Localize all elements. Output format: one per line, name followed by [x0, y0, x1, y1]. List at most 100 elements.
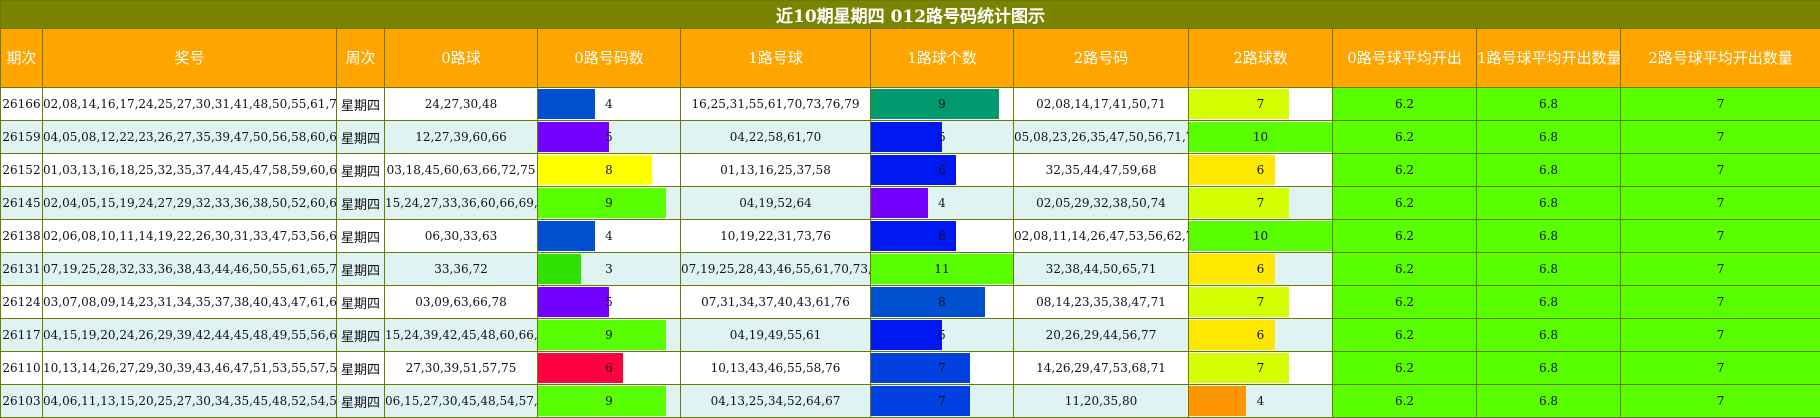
week-cell: 星期四	[337, 154, 385, 187]
road2-count-cell-bar	[1189, 89, 1289, 119]
road0-count-cell: 9	[538, 385, 681, 418]
road1-count-cell-value: 5	[938, 328, 946, 342]
road2-avg-cell: 7	[1621, 286, 1820, 319]
week-cell: 星期四	[337, 352, 385, 385]
road1-count-cell: 8	[871, 286, 1014, 319]
road0-avg-cell: 6.2	[1333, 220, 1477, 253]
road2-count-cell-value: 10	[1253, 229, 1268, 243]
header-road2-avg: 2路号球平均开出数量	[1621, 29, 1820, 88]
road1-avg-cell: 6.8	[1477, 253, 1621, 286]
road1-balls-cell: 04,13,25,34,52,64,67	[681, 385, 871, 418]
road1-avg-cell: 6.8	[1477, 121, 1621, 154]
road1-balls-cell: 10,19,22,31,73,76	[681, 220, 871, 253]
road1-count-cell: 7	[871, 385, 1014, 418]
road1-count-cell-value: 9	[938, 97, 946, 111]
road0-avg-cell: 6.2	[1333, 187, 1477, 220]
header-numbers: 奖号	[43, 29, 337, 88]
road0-count-cell: 8	[538, 154, 681, 187]
road0-count-cell-value: 8	[605, 163, 613, 177]
road0-avg-cell: 6.2	[1333, 319, 1477, 352]
period-cell: 26131	[1, 253, 43, 286]
period-cell: 26152	[1, 154, 43, 187]
road1-count-cell-bar	[871, 89, 999, 119]
road0-count-cell: 6	[538, 352, 681, 385]
week-cell: 星期四	[337, 253, 385, 286]
period-cell: 26124	[1, 286, 43, 319]
road1-balls-cell: 04,19,52,64	[681, 187, 871, 220]
road2-count-cell: 6	[1189, 319, 1333, 352]
road2-balls-cell: 32,38,44,50,65,71	[1014, 253, 1189, 286]
table-title: 近10期星期四 012路号码统计图示	[1, 1, 1820, 29]
road0-avg-cell: 6.2	[1333, 352, 1477, 385]
road0-count-cell-bar	[538, 122, 609, 152]
road2-count-cell-value: 6	[1257, 163, 1265, 177]
road0-count-cell-bar	[538, 188, 666, 218]
road2-count-cell-bar	[1189, 188, 1289, 218]
road2-count-cell: 6	[1189, 154, 1333, 187]
header-road2-balls: 2路号码	[1014, 29, 1189, 88]
road1-avg-cell: 6.8	[1477, 187, 1621, 220]
road1-count-cell-bar	[871, 287, 985, 317]
road1-count-cell: 5	[871, 319, 1014, 352]
road0-count-cell-value: 9	[605, 328, 613, 342]
numbers-cell: 01,03,13,16,18,25,32,35,37,44,45,47,58,5…	[43, 154, 337, 187]
road0-avg-cell: 6.2	[1333, 286, 1477, 319]
road2-count-cell: 7	[1189, 187, 1333, 220]
road0-count-cell-value: 3	[605, 262, 613, 276]
road1-count-cell-bar	[871, 320, 942, 350]
road2-avg-cell: 7	[1621, 187, 1820, 220]
road1-balls-cell: 10,13,43,46,55,58,76	[681, 352, 871, 385]
header-road1-count: 1路球个数	[871, 29, 1014, 88]
road1-count-cell-bar	[871, 122, 942, 152]
road0-count-cell-bar	[538, 320, 666, 350]
numbers-cell: 04,05,08,12,22,23,26,27,35,39,47,50,56,5…	[43, 121, 337, 154]
road2-count-cell-value: 4	[1257, 394, 1265, 408]
road2-balls-cell: 20,26,29,44,56,77	[1014, 319, 1189, 352]
header-road1-balls: 1路号球	[681, 29, 871, 88]
road2-count-cell-value: 7	[1257, 97, 1265, 111]
road2-count-cell-value: 7	[1257, 361, 1265, 375]
road2-count-cell: 10	[1189, 121, 1333, 154]
road0-count-cell: 4	[538, 220, 681, 253]
road1-balls-cell: 16,25,31,55,61,70,73,76,79	[681, 88, 871, 121]
road0-balls-cell: 33,36,72	[385, 253, 538, 286]
header-road0-avg: 0路号球平均开出	[1333, 29, 1477, 88]
numbers-cell: 02,04,05,15,19,24,27,29,32,33,36,38,50,5…	[43, 187, 337, 220]
period-cell: 26138	[1, 220, 43, 253]
road1-count-cell-value: 6	[938, 229, 946, 243]
week-cell: 星期四	[337, 319, 385, 352]
road0-avg-cell: 6.2	[1333, 154, 1477, 187]
road2-balls-cell: 05,08,23,26,35,47,50,56,71,77	[1014, 121, 1189, 154]
road0-count-cell: 5	[538, 286, 681, 319]
road2-avg-cell: 7	[1621, 220, 1820, 253]
period-cell: 26159	[1, 121, 43, 154]
road1-count-cell: 5	[871, 121, 1014, 154]
road0-count-cell-bar	[538, 89, 595, 119]
road2-avg-cell: 7	[1621, 154, 1820, 187]
road1-balls-cell: 04,22,58,61,70	[681, 121, 871, 154]
header-road0-balls: 0路球	[385, 29, 538, 88]
road2-balls-cell: 02,08,11,14,26,47,53,56,62,77	[1014, 220, 1189, 253]
road2-balls-cell: 08,14,23,35,38,47,71	[1014, 286, 1189, 319]
road0-count-cell-bar	[538, 287, 609, 317]
week-cell: 星期四	[337, 286, 385, 319]
road2-avg-cell: 7	[1621, 352, 1820, 385]
road0-avg-cell: 6.2	[1333, 253, 1477, 286]
header-week: 周次	[337, 29, 385, 88]
road1-count-cell-value: 11	[934, 262, 949, 276]
header-road0-count: 0路号码数	[538, 29, 681, 88]
road1-count-cell-value: 8	[938, 295, 946, 309]
road0-count-cell-value: 5	[605, 295, 613, 309]
road2-balls-cell: 02,08,14,17,41,50,71	[1014, 88, 1189, 121]
road0-count-cell-value: 6	[605, 361, 613, 375]
road0-avg-cell: 6.2	[1333, 121, 1477, 154]
road0-balls-cell: 06,15,27,30,45,48,54,57,60	[385, 385, 538, 418]
